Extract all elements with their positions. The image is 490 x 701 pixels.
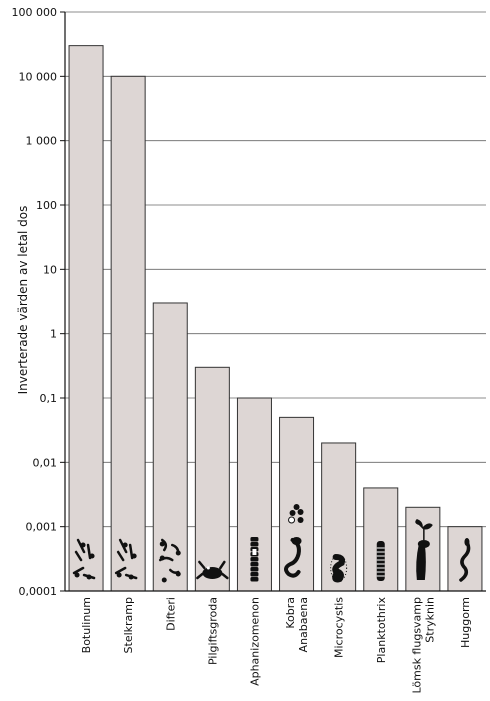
- y-tick-labels: 100 000 10 000 1 000 100 10 1 0,1 0,01 0,001 0,00…: [12, 6, 58, 598]
- cyanobacteria-filament-icon: [250, 537, 259, 582]
- category-label: Difteri: [164, 597, 177, 631]
- bar: [152, 302, 188, 592]
- bars: [68, 45, 483, 592]
- bar: [447, 526, 483, 592]
- y-tick-label: 1: [50, 328, 57, 341]
- category-label: Stryknin: [423, 597, 436, 643]
- y-tick-label: 0,0001: [19, 585, 58, 598]
- cobra-icon: [284, 504, 304, 578]
- y-tick-label: 10 000: [19, 70, 58, 83]
- category-label: Kobra: [284, 597, 297, 629]
- category-label: Pilgiftsgroda: [206, 597, 219, 665]
- y-tick-label: 0,01: [33, 456, 58, 469]
- category-label: Aphanizomenon: [248, 597, 261, 686]
- category-labels: Botulinum Stelkramp Difteri Pilgiftsgroda Ap…: [80, 597, 472, 694]
- category-label: Microcystis: [333, 597, 346, 658]
- colony-icon: [330, 554, 348, 583]
- bar: [68, 45, 104, 592]
- axes: [60, 11, 486, 592]
- category-label: Anabaena: [297, 597, 310, 652]
- y-tick-label: 100 000: [12, 6, 58, 19]
- bar: [321, 442, 357, 592]
- y-axis-label: Inverterade värden av letal dos: [16, 206, 30, 395]
- curved-bacteria-icon: [159, 538, 181, 583]
- y-tick-label: 100: [36, 199, 57, 212]
- category-label: Stelkramp: [122, 597, 135, 653]
- category-label: Huggorm: [459, 597, 472, 648]
- y-tick-label: 10: [43, 263, 57, 276]
- bar: [110, 75, 146, 592]
- y-tick-label: 0,1: [40, 392, 58, 405]
- category-label: Botulinum: [80, 597, 93, 653]
- y-tick-label: 0,001: [26, 521, 58, 534]
- bar: [194, 366, 230, 592]
- y-tick-label: 1 000: [26, 135, 58, 148]
- rod-bacteria-icon: [72, 538, 96, 580]
- mushroom-icon: [415, 519, 433, 580]
- icons: [72, 504, 471, 583]
- category-label: Lömsk flugsvamp: [410, 597, 423, 694]
- snake-icon: [459, 538, 471, 582]
- frog-icon: [196, 560, 229, 580]
- rod-bacteria-icon: [114, 538, 138, 580]
- category-label: Planktothrix: [375, 597, 388, 664]
- segmented-filament-icon: [376, 541, 385, 581]
